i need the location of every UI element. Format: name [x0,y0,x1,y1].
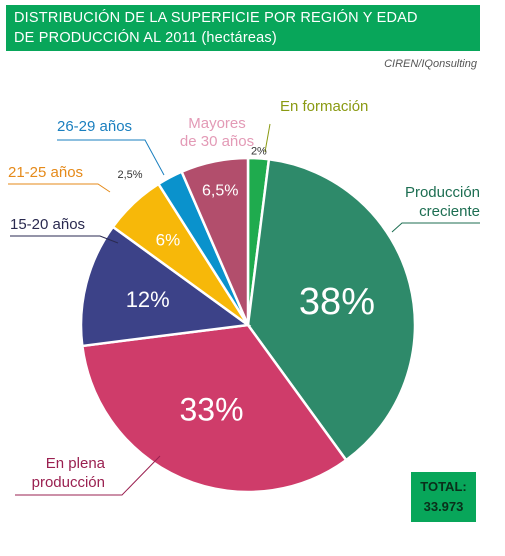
value-labels: 2% 38% 33% 12% 6% 2,5% 6,5% [117,146,375,428]
leader-lines [8,123,480,496]
leader-line-creciente [391,222,480,233]
total-label: TOTAL: [420,479,467,494]
category-label-mayores30-1: Mayores [188,115,246,132]
pie-slice-mayores30 [180,156,250,326]
leader-line-formacion [264,123,271,153]
pie-slice-plena [80,323,348,494]
leader-line-21_25 [8,183,111,193]
category-label-plena-2: producción [32,474,105,491]
leader-line-plena [15,455,161,496]
value-label-plena: 33% [179,391,243,427]
category-label-21_25: 21-25 años [8,164,83,181]
category-label-creciente-1: Producción [405,184,480,201]
value-label-26_29: 2,5% [117,169,142,181]
value-label-mayores30: 6,5% [202,182,238,199]
category-label-plena-1: En plena [46,455,106,472]
total-value: 33.973 [423,499,464,514]
category-label-26_29: 26-29 años [57,118,132,135]
category-label-mayores30-2: de 30 años [180,133,254,150]
chart-source: CIREN/IQonsulting [384,58,477,70]
pie-slice-creciente [246,157,417,462]
chart-title-box: DISTRIBUCIÓN DE LA SUPERFICIE POR REGIÓN… [6,5,480,51]
value-label-formacion: 2% [251,146,267,158]
leader-line-26_29 [57,139,165,176]
total-box: TOTAL: 33.973 [411,472,476,522]
chart-title-line-2: DE PRODUCCIÓN AL 2011 (hectáreas) [14,30,277,46]
pie-slice-15_20 [79,225,252,348]
value-label-15_20: 12% [126,287,170,312]
category-labels: En formación Producción creciente En plena p… [8,98,480,491]
category-label-creciente-2: creciente [419,203,480,220]
value-label-creciente: 38% [299,281,375,323]
category-label-formacion: En formación [280,98,368,115]
value-label-21_25: 6% [156,230,181,249]
category-label-15_20: 15-20 años [10,216,85,233]
chart-title-line-1: DISTRIBUCIÓN DE LA SUPERFICIE POR REGIÓN… [14,10,418,26]
leader-line-15_20 [10,235,119,244]
pie-slices [79,156,417,494]
